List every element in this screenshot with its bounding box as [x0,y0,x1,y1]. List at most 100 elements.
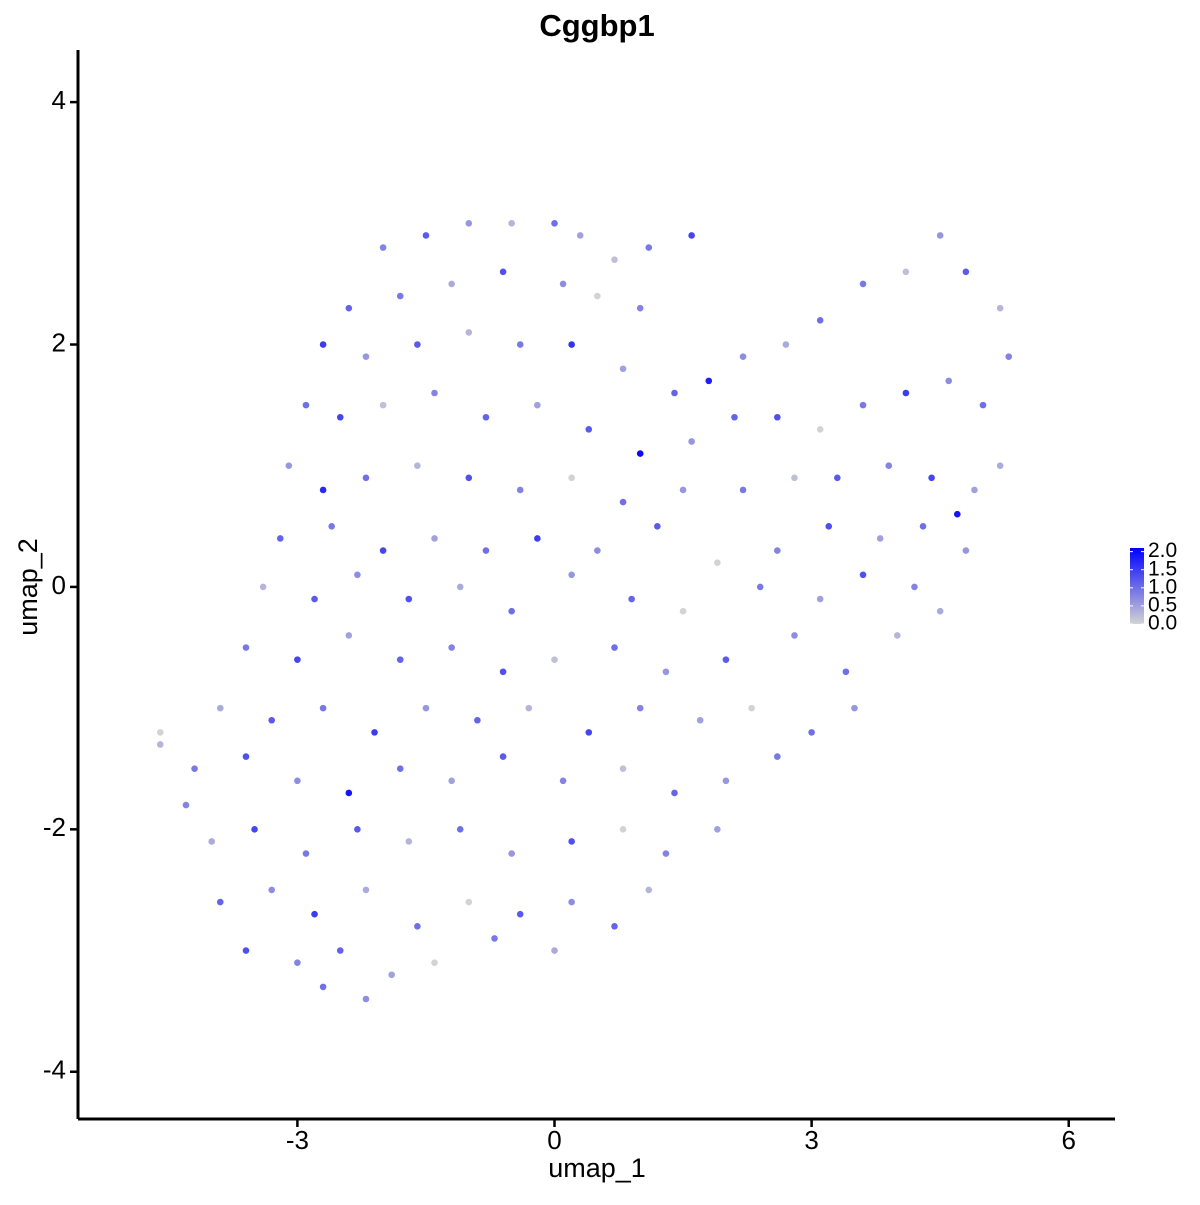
cell-point [534,401,541,409]
cell-point [345,789,353,797]
cell-point [559,280,567,288]
cell-point [156,729,164,736]
x-tick-label: 0 [547,1125,561,1155]
cell-point [671,389,678,397]
cell-point [448,280,455,288]
cell-point [156,741,164,748]
cell-point [859,571,867,579]
cell-point [285,462,293,470]
x-tick-label: -3 [286,1125,309,1155]
cell-point [611,922,618,930]
cell-point [585,729,593,736]
cell-point [945,377,953,385]
cell-point [739,486,747,494]
cell-point [594,547,601,554]
cell-point [405,595,413,603]
cell-point [611,644,618,651]
cell-point [371,729,378,736]
cell-point [319,704,327,712]
cell-point [276,535,284,542]
cell-point [499,753,507,760]
cell-point [302,401,310,409]
cell-point [242,753,250,760]
y-axis-title: umap_2 [13,538,43,636]
cell-point [594,292,601,300]
x-axis-title: umap_1 [548,1153,646,1183]
cell-point [379,401,387,409]
cell-point [242,644,250,651]
cell-point [979,401,987,409]
cell-point [902,268,910,276]
cell-point [354,826,361,833]
cell-point [671,789,678,797]
cell-point [851,704,858,712]
cell-point [414,462,421,470]
cell-point [568,898,575,906]
cell-point [448,777,455,785]
cell-point [568,474,575,482]
cell-point [679,486,687,494]
cell-point [962,268,970,276]
cell-point [619,826,627,833]
cell-point [482,547,490,554]
cell-point [379,547,387,554]
cell-point [714,826,721,833]
cell-point [508,220,515,227]
cell-point [362,474,370,482]
cell-point [936,607,944,615]
cell-point [876,535,884,542]
cell-point [491,935,498,942]
cell-point [499,668,507,676]
cell-point [936,232,944,239]
cell-point [568,341,575,348]
cell-point [396,656,404,663]
cell-point [525,704,533,712]
cell-point [619,765,627,773]
cell-point [319,983,327,991]
cell-point [456,583,464,591]
cell-point [551,947,558,954]
cell-point [636,450,644,457]
cell-point [431,389,438,397]
cell-point [551,656,558,663]
colorbar-label: 0.5 [1148,593,1177,616]
cell-point [688,232,695,239]
cell-point [919,523,927,530]
cell-point [559,777,567,785]
cell-point [216,898,224,906]
cell-point [834,474,841,482]
cell-point [294,959,301,966]
cell-point [465,898,473,906]
cell-point [508,850,515,857]
cell-point [928,474,935,482]
cell-point [705,377,713,385]
cell-point [396,765,404,773]
cell-point [319,486,327,494]
cell-point [688,438,695,445]
cell-point [414,922,421,930]
cell-point [251,826,258,833]
cell-point [739,353,747,360]
cell-point [216,704,224,712]
cell-point [319,341,327,348]
cell-point [611,256,618,263]
cell-point [482,413,490,421]
cell-point [311,910,318,918]
chart-title: Cggbp1 [539,8,654,43]
cell-point [396,292,404,300]
cell-point [662,668,670,676]
cell-point [456,826,464,833]
cell-point [859,401,867,409]
cell-point [465,474,473,482]
cell-point [294,656,301,663]
cell-point [662,850,670,857]
cell-point [259,583,267,591]
cell-point [182,801,190,809]
cell-point [465,220,473,227]
cell-point [302,850,310,857]
cell-point [996,304,1004,312]
cell-point [568,571,575,579]
cell-point [816,316,824,324]
cell-point [422,232,430,239]
cell-point [825,523,833,530]
